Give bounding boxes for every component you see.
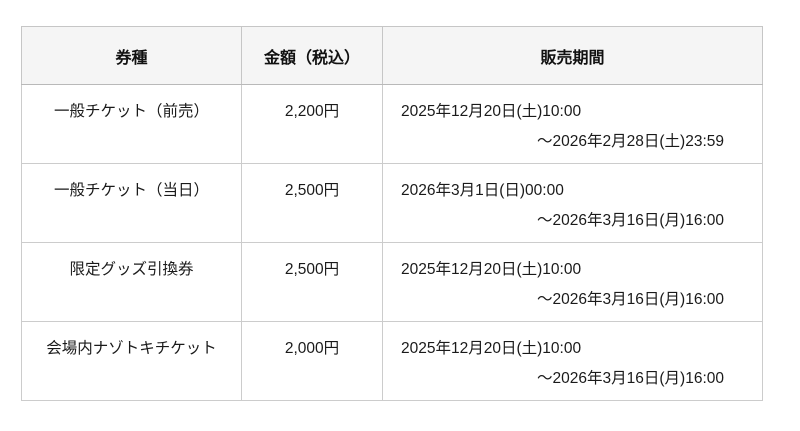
- period-start-line: 2025年12月20日(土)10:00: [401, 261, 582, 278]
- sales-period-cell: 2026年3月1日(日)00:00 ～2026年3月16日(月)16:00: [382, 163, 763, 243]
- column-header-price: 金額（税込）: [241, 26, 383, 85]
- table-row: 一般チケット（当日） 2,500円 2026年3月1日(日)00:00 ～202…: [21, 163, 763, 243]
- ticket-type-cell: 限定グッズ引換券: [21, 242, 242, 322]
- ticket-type-cell: 会場内ナゾトキチケット: [21, 321, 242, 401]
- header-row: 券種 金額（税込） 販売期間: [21, 26, 763, 85]
- period-end-line: ～2026年3月16日(月)16:00: [537, 291, 724, 308]
- table-row: 会場内ナゾトキチケット 2,000円 2025年12月20日(土)10:00 ～…: [21, 321, 763, 401]
- period-end-line: ～2026年3月16日(月)16:00: [537, 370, 724, 387]
- ticket-price-table: 券種 金額（税込） 販売期間 一般チケット（前売） 2,200円 2025年12…: [21, 26, 763, 401]
- table-row: 限定グッズ引換券 2,500円 2025年12月20日(土)10:00 ～202…: [21, 242, 763, 322]
- column-header-ticket-type: 券種: [21, 26, 242, 85]
- price-cell: 2,200円: [241, 84, 383, 164]
- sales-period-cell: 2025年12月20日(土)10:00 ～2026年2月28日(土)23:59: [382, 84, 763, 164]
- sales-period-cell: 2025年12月20日(土)10:00 ～2026年3月16日(月)16:00: [382, 242, 763, 322]
- period-end-line: ～2026年3月16日(月)16:00: [537, 212, 724, 229]
- ticket-type-cell: 一般チケット（前売）: [21, 84, 242, 164]
- sales-period-cell: 2025年12月20日(土)10:00 ～2026年3月16日(月)16:00: [382, 321, 763, 401]
- period-start-line: 2026年3月1日(日)00:00: [401, 182, 564, 199]
- price-cell: 2,500円: [241, 163, 383, 243]
- period-start-line: 2025年12月20日(土)10:00: [401, 103, 582, 120]
- price-cell: 2,500円: [241, 242, 383, 322]
- table-row: 一般チケット（前売） 2,200円 2025年12月20日(土)10:00 ～2…: [21, 84, 763, 164]
- column-header-sales-period: 販売期間: [382, 26, 763, 85]
- price-cell: 2,000円: [241, 321, 383, 401]
- ticket-type-cell: 一般チケット（当日）: [21, 163, 242, 243]
- period-start-line: 2025年12月20日(土)10:00: [401, 340, 582, 357]
- period-end-line: ～2026年2月28日(土)23:59: [537, 133, 724, 150]
